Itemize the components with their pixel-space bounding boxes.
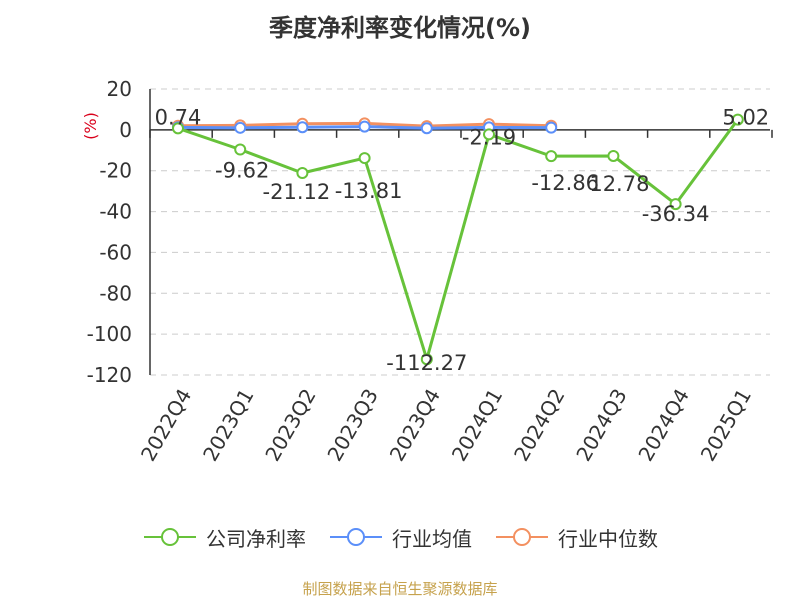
legend-item-industry-avg[interactable]: 行业均值 xyxy=(328,523,472,552)
series-point-0[interactable] xyxy=(545,150,558,163)
data-source-note: 制图数据来自恒生聚源数据库 xyxy=(302,580,498,598)
series-point-1[interactable] xyxy=(545,121,558,134)
y-tick-label: -20 xyxy=(99,159,132,183)
series-line-0 xyxy=(177,118,740,361)
x-tick-label: 2023Q1 xyxy=(198,385,258,466)
data-label: -12.86 xyxy=(531,171,599,195)
y-tick-label: -40 xyxy=(99,200,132,224)
series-point-1[interactable] xyxy=(358,120,371,133)
series-point-0[interactable] xyxy=(731,113,744,126)
y-axis-label: (%) xyxy=(81,112,100,140)
series-point-0[interactable] xyxy=(483,128,495,141)
legend-company-label: 公司净利率 xyxy=(206,526,306,551)
data-label: 12.78 xyxy=(589,172,649,196)
data-label: -36.34 xyxy=(642,202,710,226)
series-point-0[interactable] xyxy=(669,198,682,211)
y-tick-label: 20 xyxy=(107,77,132,101)
legend-item-company[interactable]: 公司净利率 xyxy=(142,523,306,552)
series-point-0[interactable] xyxy=(296,167,309,180)
x-tick-label: 2023Q2 xyxy=(260,385,320,466)
series-point-1[interactable] xyxy=(234,121,247,134)
data-label: -21.12 xyxy=(263,180,331,204)
chart-title: 季度净利率变化情况(%) xyxy=(269,14,531,42)
y-tick-label: -80 xyxy=(99,281,132,305)
x-tick-label: 2023Q4 xyxy=(385,385,445,466)
x-tick-label: 2023Q3 xyxy=(322,385,382,466)
chart-legend: 公司净利率 行业均值 行业中位数 xyxy=(0,520,800,554)
legend-industry-avg-line-icon xyxy=(330,528,382,546)
legend-industry-median-label: 行业中位数 xyxy=(558,526,658,551)
series-point-0[interactable] xyxy=(358,152,371,165)
legend-industry-median-line-icon xyxy=(496,528,548,546)
data-label: -2.19 xyxy=(462,125,516,149)
y-tick-label: -60 xyxy=(99,240,132,264)
data-label: -13.81 xyxy=(335,179,403,203)
y-tick-label: 0 xyxy=(119,118,132,142)
x-tick-label: 2025Q1 xyxy=(696,385,756,466)
data-label: 0.74 xyxy=(155,105,202,129)
legend-industry-avg-label: 行业均值 xyxy=(392,526,472,551)
y-tick-label: -100 xyxy=(87,322,132,346)
x-tick-label: 2024Q1 xyxy=(447,385,507,466)
series-point-1[interactable] xyxy=(420,122,433,135)
series-point-0[interactable] xyxy=(420,353,433,366)
labels-layer: 0.74 -9.62-21.12 -13.81 -112.27 -2.19 -12.861… xyxy=(155,105,770,375)
x-tick-label: 2024Q3 xyxy=(571,385,631,466)
series-point-0[interactable] xyxy=(607,149,620,162)
x-tick-label: 2024Q4 xyxy=(633,385,693,466)
data-label: 5.02 xyxy=(722,106,769,130)
y-tick-label: -120 xyxy=(87,363,132,387)
series-point-0[interactable] xyxy=(234,143,247,156)
series-layer xyxy=(172,113,744,366)
x-tick-label: 2024Q2 xyxy=(509,385,569,466)
grid-layer xyxy=(150,88,770,376)
series-point-1[interactable] xyxy=(296,121,309,134)
data-label: -112.27 xyxy=(386,351,467,375)
legend-company-line-icon xyxy=(144,528,196,546)
legend-item-industry-median[interactable]: 行业中位数 xyxy=(494,523,658,552)
data-label: -9.62 xyxy=(215,159,269,183)
x-tick-label: 2022Q4 xyxy=(136,385,196,466)
series-point-0[interactable] xyxy=(172,122,184,135)
